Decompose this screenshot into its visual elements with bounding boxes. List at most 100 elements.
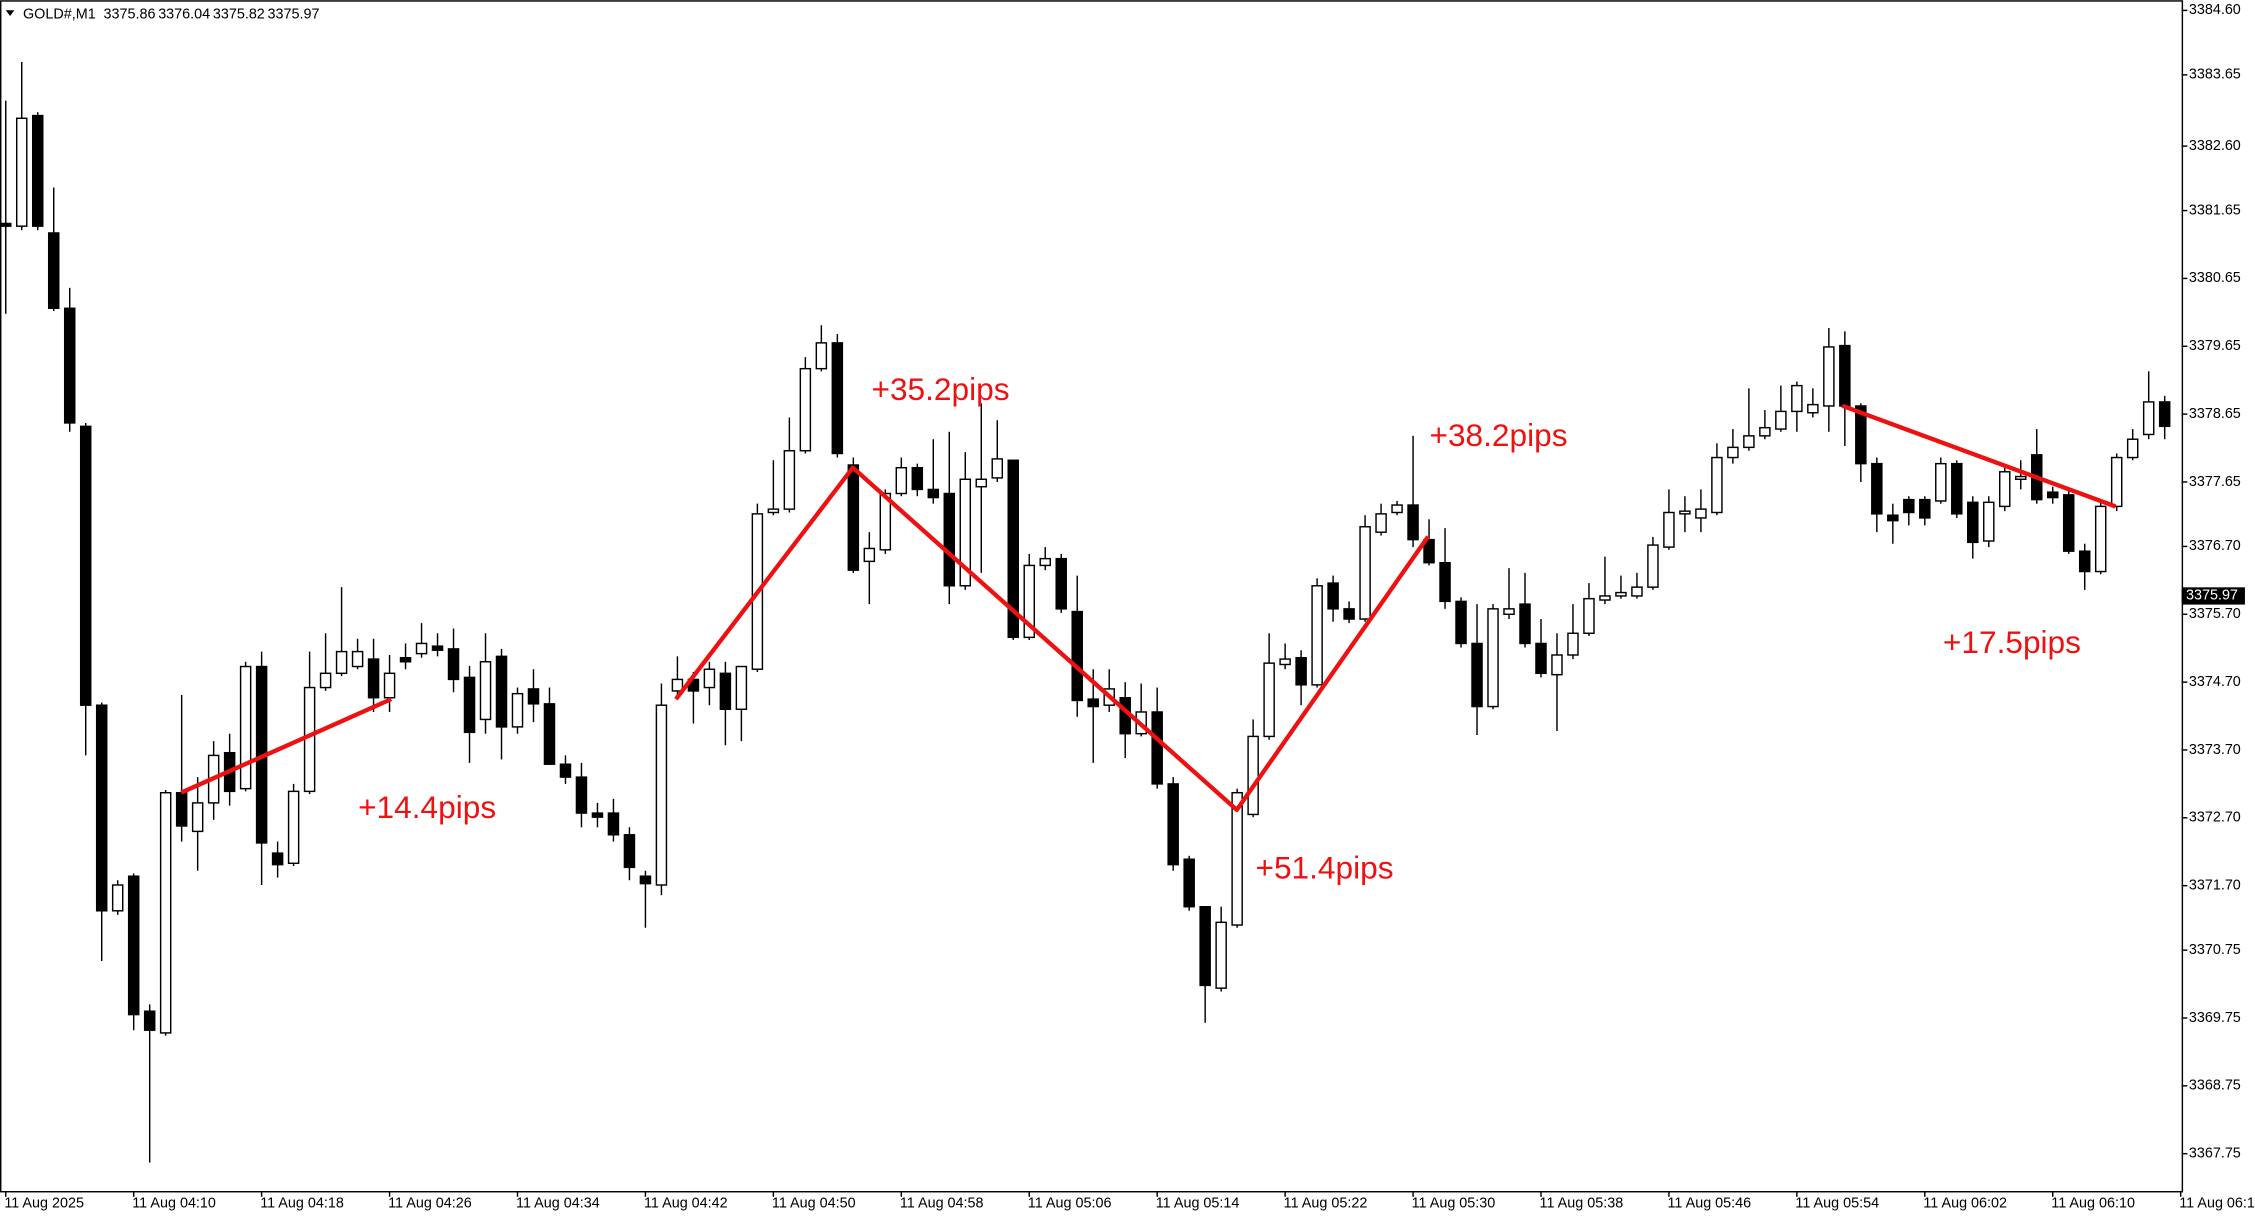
candle-body: [1199, 905, 1211, 987]
candle-body: [159, 792, 172, 1034]
candle-body: [527, 688, 540, 705]
candle-body: [1791, 384, 1803, 413]
candle-body: [1359, 526, 1371, 620]
candle-body: [1551, 654, 1563, 676]
candle-body: [1407, 504, 1419, 541]
candle-body: [1855, 405, 1867, 465]
y-tick-label: 3375.70: [2189, 606, 2241, 622]
candle-body: [943, 492, 956, 587]
x-tick-label: 11 Aug 05:54: [1795, 1196, 1879, 1212]
candle-body: [63, 307, 76, 424]
x-tick-label: 11 Aug 05:14: [1156, 1196, 1240, 1212]
candle-body: [351, 650, 364, 668]
candle-body: [79, 425, 92, 706]
candle-body: [1935, 462, 1947, 502]
candle-body: [831, 342, 844, 455]
candle-body: [143, 1010, 156, 1031]
candle-body: [591, 812, 604, 818]
candle-body: [1487, 608, 1499, 708]
candle-body: [1295, 656, 1307, 686]
candle-body: [15, 117, 28, 227]
candle-body: [1023, 564, 1035, 639]
candle-body: [1631, 586, 1643, 597]
candle-body: [2078, 550, 2091, 573]
candle-body: [1871, 462, 1883, 515]
candle-body: [783, 450, 796, 510]
candle-body: [1679, 510, 1691, 515]
candle-body: [1615, 591, 1627, 597]
annotation-lines: [180, 403, 2117, 813]
candle-body: [2094, 505, 2107, 573]
candle-body: [1343, 608, 1355, 620]
candle-body: [863, 547, 876, 563]
y-tick-label: 3369.75: [2189, 1010, 2241, 1026]
candle-body: [1823, 346, 1835, 407]
candle-body: [175, 792, 188, 827]
candle-body: [1695, 508, 1707, 519]
candle-body: [287, 790, 300, 865]
candle-body: [431, 645, 444, 651]
last-price-box: [2181, 587, 2245, 605]
candle-body: [1535, 642, 1547, 675]
candle-body: [847, 464, 860, 571]
x-tick-label: 11 Aug 06:1: [2179, 1196, 2255, 1212]
y-tick-label: 3384.60: [2189, 2, 2241, 18]
last-price-label: 3375.97: [2186, 588, 2238, 604]
candle-body: [719, 672, 732, 710]
x-tick-label: 11 Aug 04:10: [132, 1196, 216, 1212]
candle-body: [1183, 858, 1195, 908]
y-tick-label: 3367.75: [2189, 1145, 2241, 1161]
candle-body: [303, 686, 316, 793]
symbol: GOLD#,M1: [23, 6, 96, 22]
candle-body: [367, 658, 380, 699]
candle-body: [975, 478, 988, 488]
candle-body: [1919, 498, 1931, 519]
menu-triangle[interactable]: [5, 10, 15, 17]
candle-body: [1279, 658, 1291, 666]
candle-body: [959, 478, 972, 587]
candle-body: [1471, 642, 1483, 708]
x-tick-label: 11 Aug 05:06: [1028, 1196, 1112, 1212]
candle-body: [335, 650, 348, 675]
x-tick-label: 11 Aug 06:02: [1923, 1196, 2007, 1212]
candle-body: [607, 812, 620, 836]
candle-body: [1263, 662, 1275, 738]
y-tick-label: 3371.70: [2189, 877, 2241, 893]
y-tick-label: 3378.65: [2189, 406, 2241, 422]
y-tick-label: 3376.70: [2189, 538, 2241, 554]
candle-body: [1759, 426, 1771, 437]
candle-body: [271, 852, 284, 866]
candle-body: [479, 661, 492, 721]
x-tick-label: 11 Aug 06:10: [2051, 1196, 2135, 1212]
candle-body: [1999, 471, 2011, 508]
candle-body: [1583, 597, 1595, 634]
candle-body: [815, 342, 828, 370]
trend-line: [674, 465, 1430, 813]
candle-body: [2110, 456, 2123, 508]
candle-body: [895, 467, 908, 495]
candle-body: [415, 642, 428, 655]
candle-body: [1903, 498, 1915, 514]
candle-body: [2062, 494, 2075, 552]
x-tick-label: 11 Aug 05:38: [1540, 1196, 1624, 1212]
candle-body: [111, 884, 124, 912]
candle-body: [1519, 603, 1531, 645]
candle-body: [1711, 456, 1723, 514]
candle-body: [383, 672, 396, 699]
pips-annotation: +14.4pips: [358, 789, 496, 825]
candle-body: [927, 488, 940, 499]
candle-body: [0, 222, 12, 227]
candle-body: [799, 367, 812, 452]
candle-body: [671, 678, 684, 692]
y-tick-label: 3377.65: [2189, 474, 2241, 490]
x-tick-label: 11 Aug 05:22: [1284, 1196, 1368, 1212]
candle-body: [511, 692, 524, 728]
y-tick-label: 3368.75: [2189, 1078, 2241, 1094]
candle-body: [735, 665, 748, 710]
quote-value: 3376.04: [158, 6, 210, 22]
x-tick-label: 11 Aug 04:50: [772, 1196, 856, 1212]
x-tick-label: 11 Aug 04:18: [260, 1196, 344, 1212]
candle-body: [47, 232, 60, 309]
candle-body: [991, 458, 1004, 479]
